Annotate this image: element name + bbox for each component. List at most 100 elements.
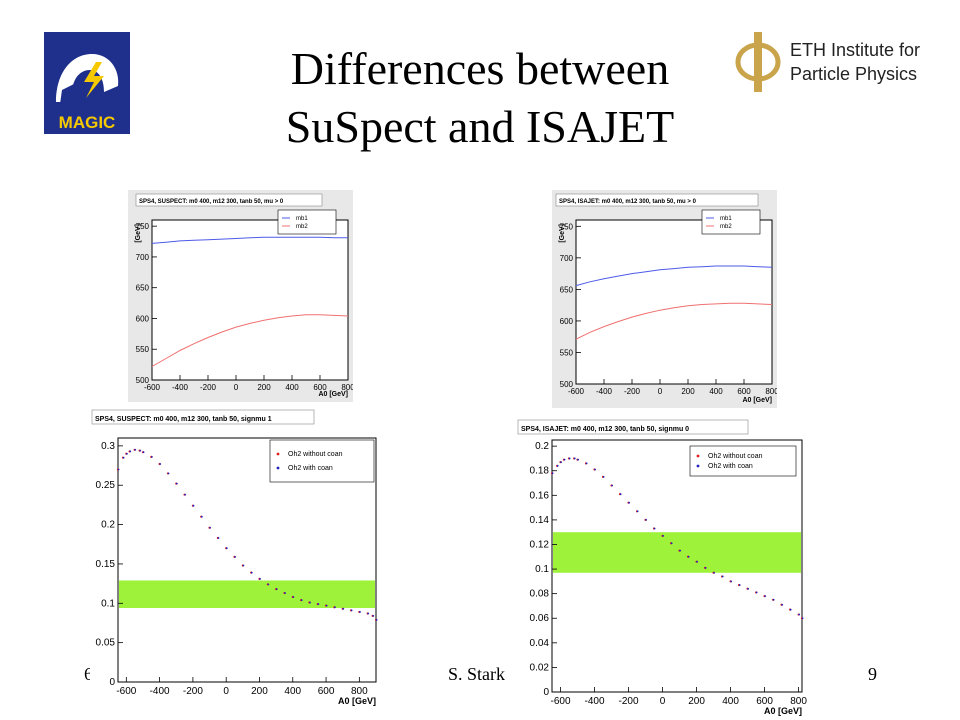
data-point bbox=[159, 463, 162, 465]
legend-label: mb1 bbox=[720, 216, 732, 222]
data-point bbox=[242, 564, 245, 567]
data-point bbox=[259, 577, 261, 580]
data-point bbox=[772, 598, 775, 601]
y-tick-label: 0.02 bbox=[530, 662, 550, 673]
series-line-mb1 bbox=[151, 236, 348, 244]
plot-title: SPS4, ISAJET: m0 400, m12 300, tanb 50, … bbox=[521, 426, 689, 433]
data-point bbox=[764, 595, 767, 598]
data-point bbox=[225, 547, 228, 550]
data-point bbox=[122, 456, 125, 459]
y-tick-label: 0.16 bbox=[530, 490, 550, 501]
data-point bbox=[234, 555, 237, 558]
plot-title: SPS4, SUSPECT: m0 400, m12 300, tanb 50,… bbox=[95, 416, 272, 423]
data-point bbox=[375, 618, 378, 621]
x-axis-label: A0 [GeV] bbox=[338, 696, 376, 706]
y-tick-label: 0.1 bbox=[101, 598, 115, 609]
x-tick-label: 800 bbox=[765, 387, 777, 396]
y-tick-label: 650 bbox=[560, 285, 574, 294]
data-point bbox=[781, 603, 784, 606]
data-point bbox=[577, 458, 580, 461]
legend-box bbox=[277, 209, 337, 235]
series-line-mb1 bbox=[575, 265, 773, 287]
data-point bbox=[300, 599, 303, 602]
magic-logo: MAGIC bbox=[44, 32, 130, 134]
x-tick-label: -600 bbox=[550, 696, 570, 707]
data-point bbox=[129, 450, 132, 453]
plot-title-box bbox=[135, 193, 323, 207]
data-point bbox=[798, 613, 801, 616]
x-tick-label: 600 bbox=[756, 696, 773, 707]
data-point bbox=[292, 596, 295, 598]
y-tick-label: 0.04 bbox=[530, 638, 550, 649]
data-point bbox=[563, 458, 566, 461]
data-point bbox=[309, 601, 311, 604]
legend-box bbox=[269, 439, 375, 483]
y-tick-label: 0.25 bbox=[96, 480, 116, 491]
data-point bbox=[325, 604, 328, 607]
x-tick-label: 800 bbox=[341, 383, 353, 392]
data-point bbox=[738, 584, 741, 586]
data-point bbox=[142, 451, 145, 454]
legend-swatch bbox=[276, 466, 280, 470]
legend-swatch bbox=[696, 464, 700, 468]
data-point bbox=[139, 449, 142, 452]
legend-swatch bbox=[696, 454, 700, 458]
data-point bbox=[696, 560, 699, 563]
plot-title-box bbox=[517, 419, 749, 435]
y-tick-label: 0.1 bbox=[535, 564, 549, 575]
plot-isajet-relic: 0 0.02 0.04 0.06 0.08 0.1 0.12 0.14 0.16 0.18 0.2 -… bbox=[516, 412, 808, 718]
y-tick-label: 700 bbox=[136, 253, 150, 262]
legend-box bbox=[689, 445, 797, 477]
plot-frame bbox=[151, 219, 349, 381]
data-point bbox=[150, 455, 153, 458]
data-point bbox=[602, 475, 605, 478]
y-tick-label: 600 bbox=[136, 314, 150, 323]
data-point bbox=[636, 510, 639, 513]
x-tick-label: -400 bbox=[596, 387, 613, 396]
y-tick-label: 0.2 bbox=[101, 520, 115, 531]
plot-frame bbox=[575, 219, 773, 385]
data-point bbox=[350, 609, 353, 612]
slide-title-line1: Differences between bbox=[290, 43, 670, 94]
x-axis-label: A0 [GeV] bbox=[764, 706, 802, 716]
series-line-mb2 bbox=[151, 314, 349, 367]
data-point bbox=[200, 515, 203, 518]
slide-title-line2: SuSpect and ISAJET bbox=[285, 101, 675, 152]
x-tick-label: 200 bbox=[681, 387, 695, 396]
footer-author: S. Stark bbox=[448, 664, 506, 684]
x-tick-label: -200 bbox=[624, 387, 641, 396]
y-tick-label: 0.3 bbox=[101, 441, 115, 452]
x-tick-label: -600 bbox=[116, 686, 136, 697]
y-tick-label: 0.08 bbox=[530, 589, 550, 600]
data-point bbox=[789, 608, 792, 611]
data-point bbox=[184, 493, 187, 496]
data-point bbox=[755, 591, 758, 594]
x-tick-label: -600 bbox=[568, 387, 585, 396]
y-tick-label: 500 bbox=[560, 380, 574, 389]
data-point bbox=[551, 472, 554, 475]
footer-page-number: 9 bbox=[868, 664, 877, 684]
data-point bbox=[134, 448, 137, 451]
plot-suspect-relic: 0 0.05 0.1 0.15 0.2 0.25 0.3 -600 -400 -200 0 200 40… bbox=[90, 408, 382, 708]
y-tick-label: 0.18 bbox=[530, 466, 550, 477]
y-tick-label: 0.06 bbox=[530, 613, 550, 624]
x-tick-label: 400 bbox=[709, 387, 723, 396]
data-point bbox=[713, 571, 716, 574]
data-point bbox=[704, 566, 707, 569]
x-tick-label: 400 bbox=[722, 696, 739, 707]
data-point bbox=[175, 482, 178, 485]
legend-label: Oh2 with coan bbox=[288, 465, 333, 472]
data-point bbox=[367, 612, 370, 615]
data-point bbox=[628, 501, 631, 504]
target-band bbox=[119, 580, 375, 609]
data-point bbox=[653, 527, 656, 530]
data-point bbox=[730, 580, 733, 583]
x-tick-label: 200 bbox=[257, 383, 271, 392]
y-tick-label: 700 bbox=[560, 254, 574, 263]
data-point bbox=[619, 493, 622, 495]
data-point bbox=[556, 464, 559, 467]
x-tick-label: -600 bbox=[144, 383, 161, 392]
data-point bbox=[275, 588, 278, 591]
plot-title: SPS4, SUSPECT: m0 400, m12 300, tanb 50,… bbox=[139, 199, 284, 205]
y-axis-label: [GeV] bbox=[135, 224, 142, 243]
